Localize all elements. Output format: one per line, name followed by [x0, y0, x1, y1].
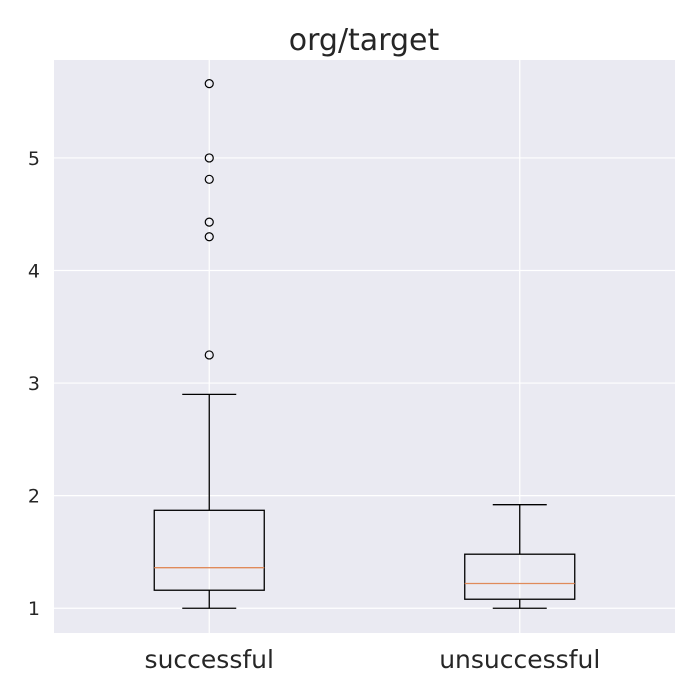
outlier-point: [204, 217, 214, 227]
y-tick-label: 4: [28, 261, 40, 283]
box-layer: [153, 79, 576, 609]
x-tick-label: successful: [145, 645, 274, 674]
y-tick-label: 5: [28, 148, 40, 170]
plot-area: [54, 60, 675, 633]
x-tick-label: unsuccessful: [439, 645, 600, 674]
outlier-point: [204, 232, 214, 242]
outlier-point: [204, 350, 214, 360]
chart-title: org/target: [289, 23, 440, 58]
outlier-point: [204, 79, 214, 89]
y-tick-label: 1: [28, 598, 40, 620]
box-group: [464, 504, 576, 609]
y-axis: 1 2 3 4 5: [28, 148, 40, 620]
x-axis: successful unsuccessful: [145, 645, 601, 674]
y-tick-label: 3: [28, 373, 40, 395]
outlier-point: [204, 174, 214, 184]
iqr-box: [464, 553, 576, 600]
outlier-point: [204, 153, 214, 163]
grid-layer: [54, 60, 675, 633]
y-tick-label: 2: [28, 486, 40, 508]
iqr-box: [153, 509, 265, 591]
box-group: [153, 79, 265, 609]
